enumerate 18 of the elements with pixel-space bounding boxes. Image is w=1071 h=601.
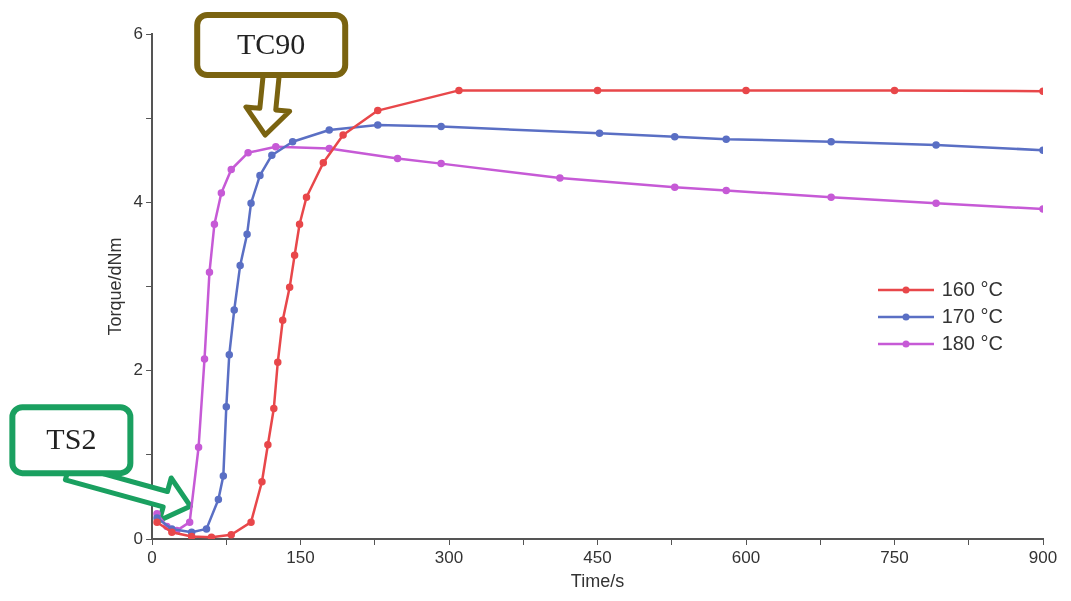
y-tick-label: 0 <box>133 528 144 548</box>
x-tick-label: 150 <box>286 547 315 567</box>
legend-label: 170 °C <box>941 305 1003 328</box>
y-axis-title: Torque/dNm <box>104 237 125 336</box>
text: TS2 <box>46 422 97 456</box>
y-tick-label: 4 <box>133 192 144 212</box>
y-tick-label: 6 <box>133 23 144 43</box>
legend-label: 180 °C <box>941 332 1003 355</box>
y-tick-label: 2 <box>133 360 144 380</box>
x-tick-label: 900 <box>1028 547 1058 567</box>
x-tick-label: 300 <box>434 547 464 567</box>
x-tick-label: 450 <box>583 547 612 567</box>
annotation: TC90 <box>237 26 306 60</box>
x-tick-label: 750 <box>880 547 909 567</box>
x-tick-label: 0 <box>147 547 157 567</box>
x-axis-title: Time/s <box>570 571 625 592</box>
legend-label: 160 °C <box>941 278 1003 301</box>
x-tick-label: 600 <box>731 547 761 567</box>
